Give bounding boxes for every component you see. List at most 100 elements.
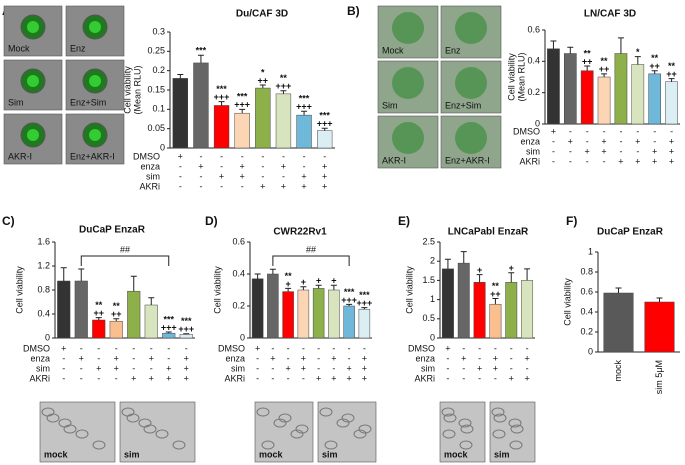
significance-label: ** bbox=[280, 73, 288, 83]
condition-mark: - bbox=[494, 373, 497, 383]
significance-label: +++ bbox=[161, 322, 177, 332]
bar bbox=[275, 93, 292, 149]
y-tick-label: 0.6 bbox=[580, 286, 593, 296]
condition-mark: + bbox=[184, 353, 189, 363]
condition-mark: + bbox=[260, 181, 265, 191]
error-bar bbox=[330, 284, 337, 290]
condition-mark: + bbox=[184, 363, 189, 373]
spheroid-core bbox=[89, 129, 101, 141]
micrograph-label: AKR-I bbox=[8, 151, 32, 161]
condition-mark: - bbox=[552, 136, 555, 146]
cell bbox=[358, 424, 372, 434]
condition-mark: - bbox=[462, 363, 465, 373]
condition-name: sim bbox=[421, 363, 435, 373]
condition-mark: + bbox=[493, 353, 498, 363]
chart-title: CWR22Rv1 bbox=[273, 227, 327, 238]
spheroid bbox=[455, 67, 487, 99]
micrograph-label: sim bbox=[494, 449, 510, 459]
condition-name: sim bbox=[526, 146, 540, 156]
bar bbox=[457, 262, 470, 339]
y-tick-label: 0 bbox=[535, 118, 540, 128]
condition-mark: - bbox=[97, 343, 100, 353]
condition-name: AKRi bbox=[414, 373, 435, 383]
error-bar bbox=[601, 73, 608, 77]
significance-label: ** bbox=[113, 301, 121, 311]
condition-name: DMSO bbox=[408, 343, 435, 353]
y-tick-label: 0.2 bbox=[232, 300, 245, 310]
error-bar bbox=[280, 90, 287, 94]
bar bbox=[172, 78, 188, 149]
panel-letter: F) bbox=[566, 214, 577, 228]
condition-mark: - bbox=[115, 343, 118, 353]
cell bbox=[63, 424, 77, 434]
condition-mark: - bbox=[332, 343, 335, 353]
cell bbox=[46, 413, 60, 423]
error-bar bbox=[617, 37, 624, 54]
condition-mark: - bbox=[271, 373, 274, 383]
bar bbox=[255, 87, 271, 149]
condition-mark: - bbox=[462, 373, 465, 383]
condition-mark: + bbox=[322, 181, 327, 191]
condition-mark: + bbox=[669, 156, 674, 166]
bar bbox=[282, 291, 294, 339]
condition-mark: + bbox=[509, 373, 514, 383]
condition-mark: + bbox=[166, 363, 171, 373]
condition-mark: - bbox=[179, 161, 182, 171]
micrograph-label: mock bbox=[44, 449, 69, 459]
cell bbox=[324, 440, 338, 450]
micrograph-label: sim bbox=[322, 449, 338, 459]
condition-mark: - bbox=[462, 343, 465, 353]
micrograph-label: Mock bbox=[8, 43, 30, 53]
significance-label: *** bbox=[344, 287, 355, 297]
significance-label: ++ bbox=[111, 309, 122, 319]
condition-mark: - bbox=[494, 343, 497, 353]
condition-mark: - bbox=[586, 136, 589, 146]
chart-title: Du/CAF 3D bbox=[236, 9, 288, 20]
error-bar bbox=[584, 65, 591, 71]
bracket-label: ## bbox=[120, 244, 130, 254]
cell bbox=[459, 440, 473, 450]
condition-mark: - bbox=[115, 373, 118, 383]
error-bar bbox=[444, 258, 451, 269]
condition-mark: - bbox=[302, 373, 305, 383]
micrograph-label: Mock bbox=[382, 45, 404, 55]
error-bar bbox=[460, 251, 467, 264]
condition-name: DMSO bbox=[218, 343, 245, 353]
y-axis-label: Cell viability bbox=[14, 266, 24, 314]
bar bbox=[489, 303, 502, 339]
micrograph-label: Enz+Sim bbox=[70, 97, 106, 107]
condition-mark: - bbox=[552, 156, 555, 166]
y-tick-label: 0 bbox=[45, 332, 50, 342]
cell bbox=[172, 440, 186, 450]
condition-mark: + bbox=[96, 363, 101, 373]
condition-mark: - bbox=[569, 126, 572, 136]
significance-label: + bbox=[477, 265, 482, 275]
condition-mark: - bbox=[256, 363, 259, 373]
error-bar bbox=[321, 127, 328, 131]
condition-mark: + bbox=[346, 373, 351, 383]
condition-mark: + bbox=[281, 181, 286, 191]
micrograph bbox=[39, 401, 116, 463]
condition-mark: - bbox=[348, 343, 351, 353]
bar bbox=[109, 320, 123, 339]
error-bar bbox=[651, 70, 658, 74]
cell bbox=[458, 418, 472, 428]
condition-mark: + bbox=[301, 171, 306, 181]
y-tick-label: 1 bbox=[430, 294, 435, 304]
condition-mark: - bbox=[256, 373, 259, 383]
condition-mark: + bbox=[114, 363, 119, 373]
spheroid bbox=[392, 122, 424, 154]
significance-label: ++ bbox=[582, 56, 593, 66]
error-bar bbox=[361, 307, 368, 310]
condition-mark: + bbox=[635, 136, 640, 146]
spheroid bbox=[392, 12, 424, 44]
y-tick-label: 0.6 bbox=[232, 236, 245, 246]
condition-mark: + bbox=[601, 136, 606, 146]
condition-mark: - bbox=[323, 151, 326, 161]
error-bar bbox=[508, 272, 515, 283]
significance-label: + bbox=[301, 277, 306, 287]
bar bbox=[547, 48, 560, 125]
spheroid bbox=[455, 122, 487, 154]
bar bbox=[312, 288, 325, 339]
